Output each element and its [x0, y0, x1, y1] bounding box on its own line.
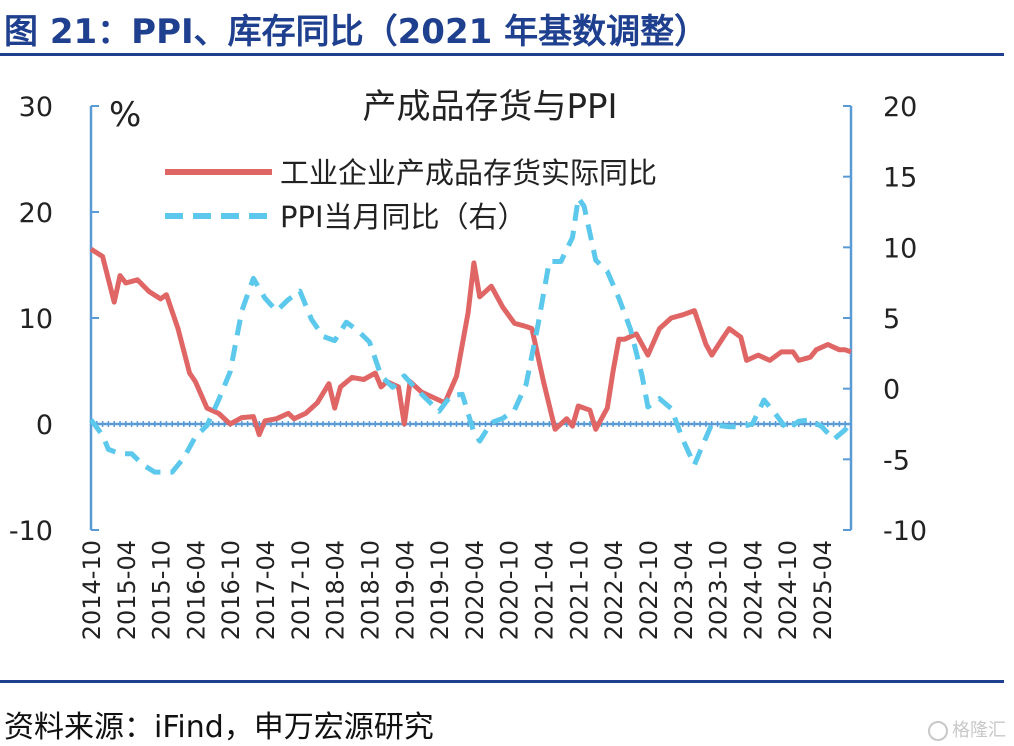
x-tick-label: 2017-04: [252, 540, 280, 640]
left-y-tick-label: -10: [9, 516, 53, 547]
x-tick-label: 2021-10: [565, 540, 593, 640]
watermark: 格隆汇: [928, 716, 1006, 742]
left-y-tick-label: 20: [19, 198, 53, 229]
x-tick-label: 2019-10: [426, 540, 454, 640]
x-tick-label: 2021-04: [531, 540, 559, 640]
x-tick-label: 2024-10: [774, 540, 802, 640]
x-tick-label: 2018-04: [322, 540, 350, 640]
x-tick-label: 2014-10: [78, 540, 106, 640]
x-tick-label: 2016-10: [217, 540, 245, 640]
x-tick-label: 2024-04: [739, 540, 767, 640]
left-y-tick-label: 0: [36, 410, 53, 441]
x-tick-label: 2025-04: [809, 540, 837, 640]
top-divider: [0, 53, 1004, 56]
chart-title: 产成品存货与PPI: [362, 87, 617, 127]
right-y-tick-label: 10: [883, 233, 917, 264]
x-tick-label: 2015-10: [148, 540, 176, 640]
left-unit-label: %: [109, 95, 141, 135]
right-y-tick-label: -10: [883, 516, 927, 547]
watermark-logo-icon: [928, 721, 948, 741]
left-y-tick-label: 10: [19, 304, 53, 335]
right-y-tick-label: 15: [883, 163, 917, 194]
x-tick-label: 2023-04: [670, 540, 698, 640]
watermark-text: 格隆汇: [952, 720, 1006, 741]
ppi-series-line: [88, 195, 854, 475]
right-y-tick-label: 5: [883, 304, 900, 335]
figure-title: 图 21：PPI、库存同比（2021 年基数调整）: [4, 12, 709, 52]
x-tick-label: 2020-04: [461, 540, 489, 640]
right-y-tick-label: -5: [883, 445, 910, 476]
right-y-tick-label: 0: [883, 375, 900, 406]
x-tick-label: 2022-04: [600, 540, 628, 640]
x-tick-label: 2023-10: [705, 540, 733, 640]
x-tick-label: 2019-04: [391, 540, 419, 640]
x-tick-label: 2022-10: [635, 540, 663, 640]
x-tick-label: 2016-04: [182, 540, 210, 640]
right-y-tick-label: 20: [883, 92, 917, 123]
bottom-divider: [0, 680, 1004, 683]
legend-label: 工业企业产成品存货实际同比: [280, 156, 657, 190]
x-tick-label: 2015-04: [113, 540, 141, 640]
inventory-series-line: [89, 246, 852, 438]
legend-label: PPI当月同比（右）: [280, 200, 527, 234]
left-y-tick-label: 30: [19, 92, 53, 123]
x-tick-label: 2017-10: [287, 540, 315, 640]
x-tick-label: 2018-10: [356, 540, 384, 640]
x-tick-label: 2020-10: [496, 540, 524, 640]
source-note: 资料来源：iFind，申万宏源研究: [4, 710, 434, 745]
